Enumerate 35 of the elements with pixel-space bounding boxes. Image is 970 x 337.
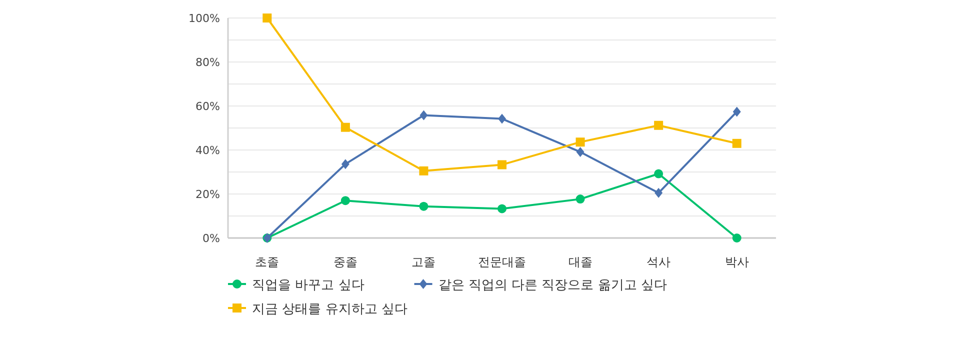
point (576, 138, 585, 147)
legend-label: 직업을 바꾸고 싶다 (252, 278, 364, 293)
x-tick-label: 석사 (646, 255, 671, 269)
point (576, 146, 584, 157)
y-tick-label: 0% (202, 232, 220, 245)
point (419, 166, 428, 176)
x-tick-label: 전문대졸 (478, 255, 526, 269)
point (262, 14, 272, 22)
point (341, 159, 350, 170)
point (654, 169, 664, 178)
legend-label: 지금 상태를 유지하고 싶다 (252, 302, 408, 317)
point (420, 110, 428, 120)
point (498, 204, 506, 214)
y-tick-label: 60% (196, 100, 220, 113)
point (732, 106, 741, 117)
point (498, 160, 506, 170)
point (340, 196, 350, 206)
point (576, 194, 585, 204)
x-tick-label: 초졸 (255, 255, 280, 269)
x-tick-label: 중졸 (333, 255, 358, 269)
y-tick-label: 20% (196, 188, 220, 201)
point (654, 120, 664, 130)
legend-label: 같은 직업의 다른 직장으로 옮기고 싶다 (438, 278, 667, 293)
point (498, 114, 506, 124)
point (654, 188, 663, 198)
point (419, 202, 428, 211)
point (732, 234, 742, 242)
y-tick-label: 80% (196, 56, 220, 69)
point (732, 138, 742, 148)
y-tick-label: 100% (188, 12, 220, 25)
point (340, 122, 350, 132)
y-tick-label: 40% (196, 144, 220, 157)
x-tick-label: 대졸 (568, 255, 592, 269)
x-tick-label: 고졸 (412, 255, 436, 269)
x-tick-label: 박사 (724, 255, 749, 269)
